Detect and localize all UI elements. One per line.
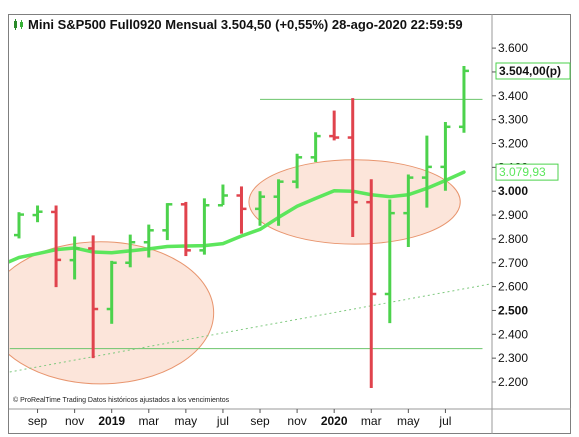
ohlc-bar[interactable] — [106, 260, 117, 324]
x-tick-label: mar — [138, 414, 159, 428]
x-tick-label: sep — [28, 414, 48, 428]
ohlc-bar[interactable] — [125, 234, 136, 268]
ohlc-bar[interactable] — [347, 98, 358, 237]
ohlc-bar[interactable] — [292, 153, 303, 189]
y-tick-label: 2.600 — [498, 280, 528, 294]
x-tick-label: may — [175, 414, 198, 428]
last-price-label: 3.504,00(p) — [499, 64, 561, 78]
x-tick-label: may — [397, 414, 420, 428]
candlestick-icon — [14, 19, 23, 30]
y-tick-label: 2.700 — [498, 256, 528, 270]
y-tick-label: 3.300 — [498, 113, 528, 127]
y-tick-label: 3.000 — [498, 184, 528, 198]
ohlc-bar[interactable] — [162, 203, 173, 241]
ohlc-bar[interactable] — [329, 110, 340, 141]
trend-line[interactable] — [9, 283, 492, 373]
x-tick-label: jul — [438, 414, 451, 428]
ohlc-bar[interactable] — [32, 205, 43, 223]
ohlc-bar[interactable] — [217, 184, 228, 207]
y-tick-label: 3.600 — [498, 41, 528, 55]
ohlc-bar[interactable] — [440, 122, 451, 191]
ohlc-bar[interactable] — [88, 235, 99, 359]
ohlc-bar[interactable] — [403, 174, 414, 248]
y-tick-label: 2.500 — [498, 303, 528, 317]
ohlc-bar[interactable] — [236, 186, 247, 234]
ohlc-bar[interactable] — [384, 199, 395, 324]
x-tick-label: 2019 — [98, 414, 125, 428]
y-tick-label: 2.800 — [498, 232, 528, 246]
highlight-ellipse-1 — [9, 241, 215, 385]
x-tick-label: sep — [250, 414, 270, 428]
y-tick-label: 2.400 — [498, 327, 528, 341]
ohlc-bar[interactable] — [255, 191, 266, 226]
ohlc-bar[interactable] — [69, 236, 80, 280]
x-tick-label: nov — [65, 414, 84, 428]
ohlc-bar[interactable] — [51, 205, 62, 288]
ohlc-bar[interactable] — [14, 212, 24, 239]
y-tick-label: 3.200 — [498, 137, 528, 151]
ohlc-bar[interactable] — [180, 201, 191, 257]
ohlc-bar[interactable] — [199, 198, 210, 255]
chart-title: Mini S&P500 Full0920 Mensual 3.504,50 (+… — [13, 17, 463, 32]
ohlc-bar[interactable] — [421, 135, 432, 208]
ma-value-label: 3.079,93 — [499, 165, 546, 179]
x-tick-label: mar — [361, 414, 382, 428]
ohlc-bar[interactable] — [273, 179, 284, 226]
footer-note: © ProRealTime Trading Datos históricos a… — [13, 397, 230, 404]
y-tick-label: 2.900 — [498, 208, 528, 222]
y-tick-label: 2.200 — [498, 375, 528, 389]
x-tick-label: 2020 — [321, 414, 348, 428]
chart-title-text: Mini S&P500 Full0920 Mensual 3.504,50 (+… — [28, 17, 463, 32]
ma-value-box — [495, 163, 559, 181]
x-tick-label: nov — [287, 414, 306, 428]
ohlc-bar[interactable] — [143, 224, 154, 258]
ohlc-bar[interactable] — [458, 65, 469, 133]
ohlc-bar[interactable] — [310, 132, 321, 163]
ohlc-bar[interactable] — [366, 179, 377, 388]
y-tick-label: 2.300 — [498, 351, 528, 365]
y-tick-label: 3.400 — [498, 89, 528, 103]
x-tick-label: jul — [216, 414, 229, 428]
last-price-box — [495, 62, 571, 80]
